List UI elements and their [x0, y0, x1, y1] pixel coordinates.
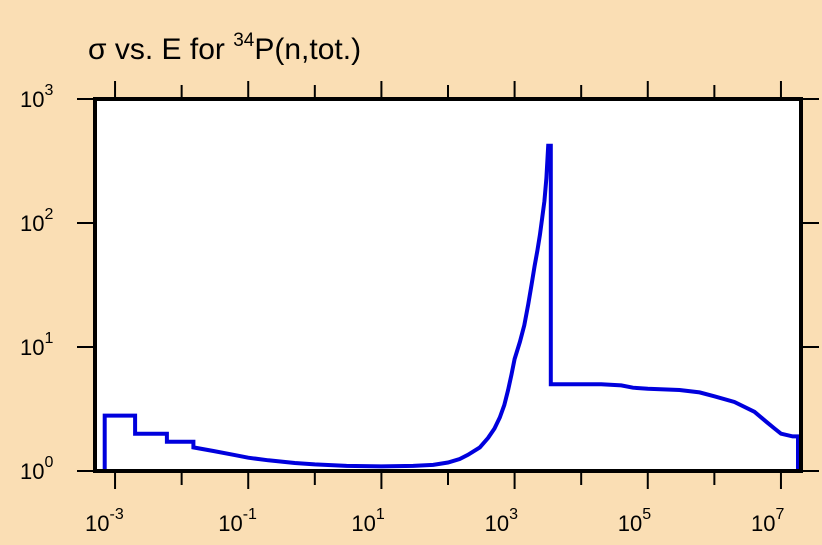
x-tick-label-base: 10 [351, 511, 375, 536]
x-tick-label: 103 [485, 506, 518, 536]
x-tick-label-exp: 5 [642, 506, 651, 523]
x-tick-label: 10-3 [85, 506, 124, 536]
chart-title: σ vs. E for 34P(n,tot.) [88, 30, 361, 66]
y-tick-label-exp: 3 [44, 82, 53, 99]
x-tick-label: 10-1 [218, 506, 257, 536]
y-tick-label-base: 10 [20, 335, 44, 360]
y-tick-label-exp: 0 [44, 454, 53, 471]
x-tick-label-exp: 1 [376, 506, 385, 523]
series-layer [102, 143, 800, 471]
x-tick-label-base: 10 [618, 511, 642, 536]
x-tick-label: 105 [618, 506, 651, 536]
y-tick-label: 100 [20, 454, 53, 484]
y-tick-label: 101 [20, 330, 53, 360]
x-tick-label-exp: -3 [110, 506, 124, 523]
y-tick-label-exp: 2 [44, 206, 53, 223]
y-tick-label-base: 10 [20, 459, 44, 484]
chart-title-superscript: 34 [233, 30, 255, 51]
x-tick-label-base: 10 [751, 511, 775, 536]
x-tick-label-base: 10 [485, 511, 509, 536]
chart-title-suffix: P(n,tot.) [254, 33, 361, 66]
y-tick-label-exp: 1 [44, 330, 53, 347]
x-tick-label-base: 10 [85, 511, 109, 536]
x-tick-label: 107 [751, 506, 784, 536]
x-tick-label-exp: 7 [775, 506, 784, 523]
x-tick-label-exp: -1 [243, 506, 257, 523]
series-line-0 [102, 143, 800, 471]
y-tick-label-base: 10 [20, 211, 44, 236]
chart-title-prefix: σ vs. E for [88, 33, 233, 66]
x-tick-label-exp: 3 [509, 506, 518, 523]
y-tick-label: 103 [20, 82, 53, 112]
x-tick-label: 101 [351, 506, 384, 536]
plot-area [95, 99, 801, 471]
x-tick-label-base: 10 [218, 511, 242, 536]
y-tick-label: 102 [20, 206, 53, 236]
ticks-layer [77, 81, 819, 489]
y-tick-label-base: 10 [20, 87, 44, 112]
